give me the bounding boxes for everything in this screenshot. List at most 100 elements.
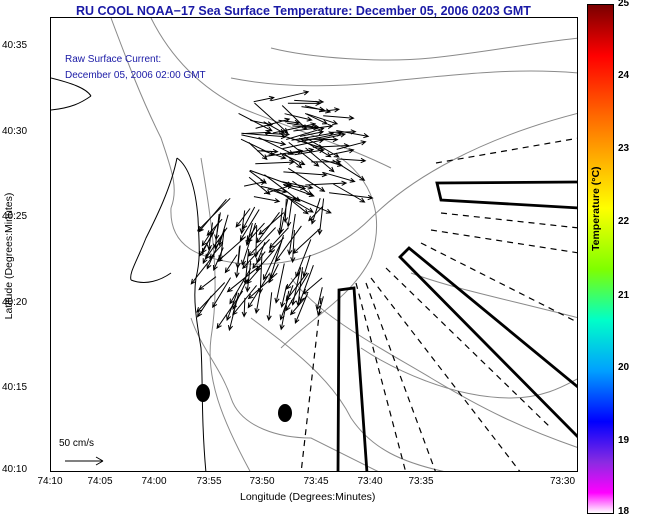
- y-tick-label: 40:20: [2, 297, 28, 308]
- current-vector: [315, 287, 323, 311]
- radar-wedges: [336, 180, 577, 471]
- current-vector: [279, 152, 306, 166]
- colorbar-tick: 25: [618, 0, 630, 9]
- current-vector: [332, 159, 366, 181]
- current-vector: [263, 121, 286, 134]
- current-vector: [293, 196, 332, 214]
- current-vector: [232, 285, 257, 316]
- current-vector: [292, 124, 320, 131]
- current-vector: [247, 272, 278, 300]
- current-vector: [280, 285, 288, 309]
- current-vector: [235, 208, 251, 228]
- x-tick-label: 74:05: [87, 476, 113, 487]
- current-vector: [305, 180, 348, 186]
- x-tick-label: 73:40: [357, 476, 383, 487]
- current-vectors: [190, 90, 374, 332]
- scale-arrow: [65, 456, 104, 466]
- current-vector: [213, 214, 220, 250]
- current-vector: [299, 129, 325, 137]
- current-vector: [278, 119, 301, 126]
- current-vector: [198, 232, 215, 257]
- current-vector: [275, 225, 302, 263]
- current-vector: [336, 157, 367, 164]
- current-vector: [247, 227, 276, 257]
- current-vector: [336, 140, 367, 150]
- current-vector: [256, 212, 280, 244]
- y-tick-label: 40:35: [2, 40, 28, 51]
- current-vector: [245, 222, 253, 247]
- current-vector: [204, 227, 228, 260]
- current-vector: [253, 196, 281, 204]
- coverage-dashed-lines: [300, 137, 577, 471]
- current-vector: [285, 272, 310, 312]
- current-vector: [269, 227, 289, 249]
- x-tick-label: 73:55: [196, 476, 222, 487]
- y-tick-label: 40:30: [2, 126, 28, 137]
- current-vector: [287, 100, 322, 107]
- current-vector: [252, 251, 266, 270]
- x-tick-label: 74:00: [141, 476, 167, 487]
- bathymetry-contours: [110, 18, 577, 471]
- current-vector: [268, 237, 285, 254]
- current-vector: [323, 115, 355, 121]
- current-vector: [216, 290, 244, 330]
- current-vector: [318, 107, 341, 113]
- current-vector: [283, 171, 328, 178]
- current-vector: [226, 264, 262, 293]
- current-vector: [253, 95, 275, 103]
- colorbar-tick: 22: [618, 216, 630, 227]
- current-vector: [264, 148, 304, 157]
- current-vector: [263, 240, 283, 281]
- current-vector: [320, 132, 347, 140]
- current-vector: [329, 129, 357, 135]
- current-vector: [302, 254, 311, 278]
- station-marker-a: [196, 384, 210, 402]
- current-vector: [255, 249, 276, 272]
- current-vector: [304, 112, 329, 125]
- current-vector: [241, 134, 287, 147]
- current-vector: [288, 167, 326, 192]
- x-tick-label: 74:10: [37, 476, 63, 487]
- x-tick-label: 73:45: [303, 476, 329, 487]
- current-vector: [278, 198, 289, 235]
- temperature-colorbar: [587, 4, 614, 514]
- current-vector: [246, 224, 258, 242]
- current-vector: [209, 242, 224, 260]
- current-vector: [255, 159, 295, 165]
- map-area[interactable]: Raw Surface Current: December 05, 2006 0…: [50, 17, 578, 472]
- current-vector: [224, 254, 238, 274]
- y-tick-label: 40:25: [2, 211, 28, 222]
- colorbar-tick: 24: [618, 70, 630, 81]
- current-vector: [266, 292, 273, 322]
- x-axis-title: Longitude (Degrees:Minutes): [240, 491, 376, 503]
- current-vector: [302, 277, 323, 295]
- current-vector: [293, 123, 334, 132]
- x-tick-label: 73:35: [408, 476, 434, 487]
- current-vector: [212, 277, 232, 309]
- current-vector: [312, 143, 350, 149]
- current-vector: [294, 293, 309, 325]
- y-axis-title: Latitude (Degrees:Minutes): [3, 192, 15, 320]
- current-vector: [292, 228, 321, 255]
- current-vector: [190, 254, 215, 285]
- current-vector: [283, 183, 307, 191]
- current-vector: [249, 170, 267, 184]
- current-vector: [254, 290, 261, 315]
- current-vector: [322, 171, 356, 183]
- current-vector: [238, 112, 273, 132]
- current-vector: [258, 212, 285, 236]
- current-vector: [297, 136, 339, 143]
- annotation-line2: December 05, 2006 02:00 GMT: [65, 70, 206, 81]
- current-vector: [275, 189, 314, 213]
- current-vector: [270, 90, 310, 102]
- current-vector: [316, 296, 324, 317]
- current-vector: [274, 263, 285, 304]
- current-vector: [198, 276, 217, 291]
- colorbar-tick: 21: [618, 290, 630, 301]
- current-vector: [308, 205, 324, 222]
- current-vector: [279, 290, 290, 331]
- current-vector: [235, 246, 241, 269]
- y-tick-label: 40:10: [2, 464, 28, 475]
- current-vector: [242, 239, 270, 270]
- current-vector: [295, 239, 312, 278]
